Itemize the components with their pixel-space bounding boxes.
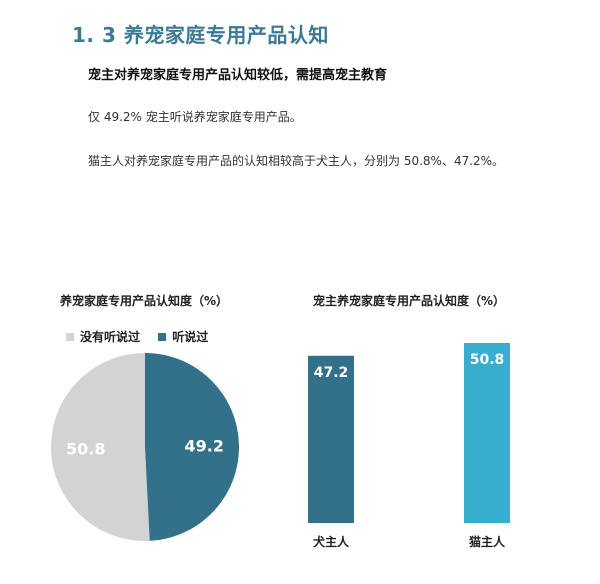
legend-swatch-grey xyxy=(66,332,74,341)
bar-category-label-1: 猫主人 xyxy=(469,534,506,549)
pie-slice-label-0: 50.8 xyxy=(66,439,105,458)
bar-category-label-0: 犬主人 xyxy=(313,534,350,549)
bar-value-label-1: 50.8 xyxy=(470,352,505,368)
bar-1 xyxy=(464,343,510,523)
legend-item-not-heard: 没有听说过 xyxy=(66,328,140,345)
pie-slice-0 xyxy=(50,353,150,542)
legend-label-not-heard: 没有听说过 xyxy=(80,330,141,344)
legend-swatch-blue xyxy=(158,332,167,341)
page-title: 1. 3 养宠家庭专用产品认知 xyxy=(72,23,329,47)
pie-legend: 没有听说过 听说过 xyxy=(66,328,222,345)
paragraph-awareness: 仅 49.2% 宠主听说养宠家庭专用产品。 xyxy=(88,110,302,124)
legend-item-heard: 听说过 xyxy=(158,328,208,345)
pie-slice-label-1: 49.2 xyxy=(184,437,223,456)
legend-label-heard: 听说过 xyxy=(172,330,209,344)
bar-chart-title: 宠主养宠家庭专用产品认知度（%） xyxy=(313,294,506,308)
pie-chart-title: 养宠家庭专用产品认知度（%） xyxy=(60,294,229,308)
pie-slice-1 xyxy=(145,353,239,541)
section-subtitle: 宠主对养宠家庭专用产品认知较低，需提高宠主教育 xyxy=(88,68,388,83)
bar-0 xyxy=(308,355,354,523)
bar-value-label-0: 47.2 xyxy=(314,365,349,381)
paragraph-comparison: 猫主人对养宠家庭专用产品的认知相较高于犬主人，分别为 50.8%、47.2%。 xyxy=(88,154,505,168)
